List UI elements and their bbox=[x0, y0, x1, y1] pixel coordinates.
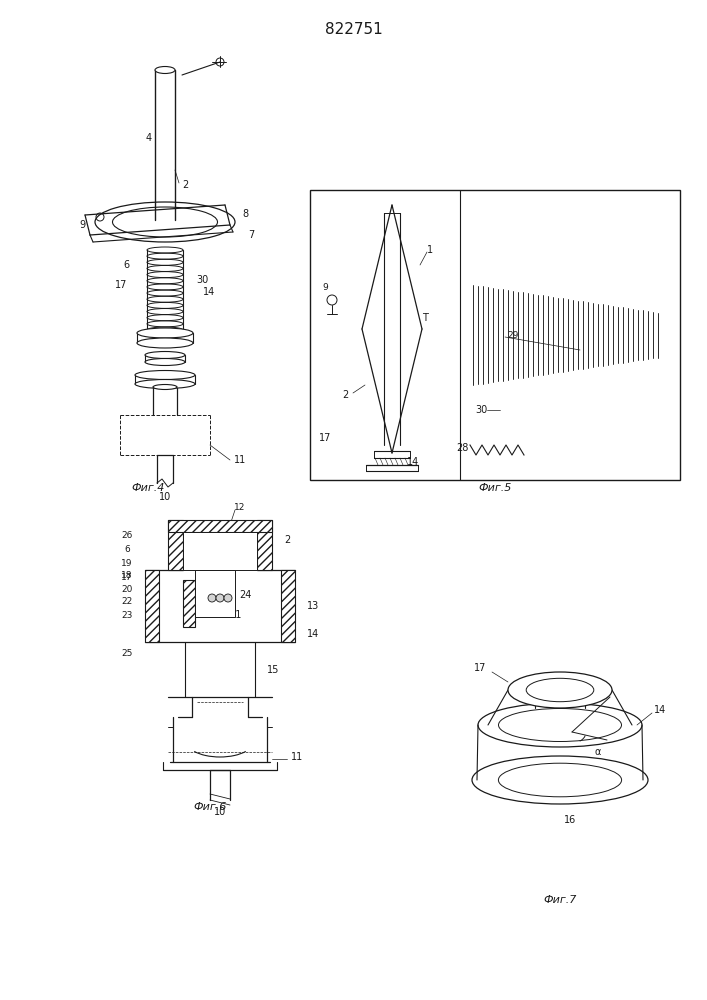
Text: T: T bbox=[422, 313, 428, 323]
Text: 19: 19 bbox=[121, 560, 133, 568]
Ellipse shape bbox=[498, 708, 621, 742]
Text: 17: 17 bbox=[319, 433, 331, 443]
Text: 17: 17 bbox=[115, 280, 127, 290]
Text: 29: 29 bbox=[507, 330, 518, 340]
Ellipse shape bbox=[145, 359, 185, 365]
Ellipse shape bbox=[137, 338, 193, 348]
Ellipse shape bbox=[155, 66, 175, 74]
Ellipse shape bbox=[135, 379, 195, 388]
Text: Фиг.5: Фиг.5 bbox=[479, 483, 512, 493]
Circle shape bbox=[216, 594, 224, 602]
Text: 2: 2 bbox=[284, 535, 290, 545]
Text: 822751: 822751 bbox=[325, 22, 383, 37]
Text: Фиг.4: Фиг.4 bbox=[132, 483, 165, 493]
Text: Фиг.7: Фиг.7 bbox=[543, 895, 577, 905]
Bar bbox=[168, 520, 183, 570]
Text: 10: 10 bbox=[214, 807, 226, 817]
Text: 6: 6 bbox=[124, 546, 130, 554]
Bar bbox=[310, 190, 680, 480]
Text: 30: 30 bbox=[475, 405, 487, 415]
Text: 10: 10 bbox=[159, 492, 171, 502]
Text: 17: 17 bbox=[121, 574, 133, 582]
Text: 4: 4 bbox=[146, 133, 152, 143]
Text: 2: 2 bbox=[182, 180, 188, 190]
Text: 18: 18 bbox=[121, 570, 133, 580]
Text: 11: 11 bbox=[234, 455, 246, 465]
Bar bbox=[145, 570, 159, 642]
Text: 22: 22 bbox=[122, 597, 133, 606]
Text: 14: 14 bbox=[307, 629, 319, 639]
Text: 28: 28 bbox=[457, 443, 469, 453]
Text: 16: 16 bbox=[564, 815, 576, 825]
Text: α: α bbox=[595, 747, 601, 757]
Bar bbox=[195, 570, 235, 617]
Ellipse shape bbox=[508, 672, 612, 708]
Ellipse shape bbox=[137, 328, 193, 338]
Text: 13: 13 bbox=[307, 601, 319, 611]
Ellipse shape bbox=[498, 763, 621, 797]
Text: 14: 14 bbox=[203, 287, 215, 297]
Text: Фиг.6: Фиг.6 bbox=[193, 802, 227, 812]
Text: 26: 26 bbox=[122, 530, 133, 540]
Text: 17: 17 bbox=[474, 663, 486, 673]
Bar bbox=[183, 532, 257, 570]
Text: 12: 12 bbox=[234, 504, 246, 512]
Text: 15: 15 bbox=[267, 665, 279, 675]
Text: 24: 24 bbox=[239, 590, 251, 600]
Text: 1: 1 bbox=[427, 245, 433, 255]
Text: 9: 9 bbox=[322, 284, 328, 292]
Text: 11: 11 bbox=[291, 752, 303, 762]
Text: 2: 2 bbox=[342, 390, 348, 400]
Text: 14: 14 bbox=[407, 457, 419, 467]
Text: 8: 8 bbox=[242, 209, 248, 219]
Ellipse shape bbox=[135, 370, 195, 379]
Text: 6: 6 bbox=[124, 260, 130, 270]
Bar bbox=[281, 570, 295, 642]
Ellipse shape bbox=[153, 384, 177, 389]
Ellipse shape bbox=[526, 678, 594, 702]
Ellipse shape bbox=[145, 352, 185, 359]
Ellipse shape bbox=[478, 703, 642, 747]
Text: 14: 14 bbox=[654, 705, 666, 715]
Text: 23: 23 bbox=[122, 611, 133, 620]
Circle shape bbox=[208, 594, 216, 602]
Ellipse shape bbox=[472, 756, 648, 804]
Bar bbox=[257, 520, 272, 570]
Text: 21: 21 bbox=[229, 610, 241, 620]
Circle shape bbox=[224, 594, 232, 602]
Bar bbox=[168, 520, 272, 532]
Text: 9: 9 bbox=[79, 220, 85, 230]
Text: 20: 20 bbox=[122, 585, 133, 594]
Text: 30: 30 bbox=[196, 275, 209, 285]
Text: 25: 25 bbox=[122, 650, 133, 658]
Bar bbox=[183, 580, 195, 627]
Text: 7: 7 bbox=[248, 230, 255, 240]
